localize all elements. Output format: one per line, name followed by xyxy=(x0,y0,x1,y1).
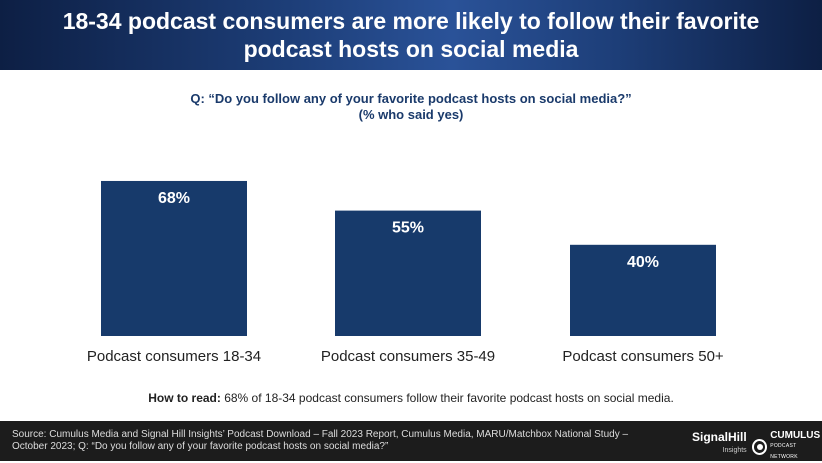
signal-hill-logo-sub: Insights xyxy=(722,447,747,454)
bar-3 xyxy=(570,244,716,336)
source-citation: Source: Cumulus Media and Signal Hill In… xyxy=(12,429,629,452)
question-subtitle: (% who said yes) xyxy=(358,107,464,122)
how-to-read-note: How to read: 68% of 18-34 podcast consum… xyxy=(0,391,822,405)
bar-1 xyxy=(101,180,247,336)
cumulus-logo-text: CUMULUS xyxy=(770,430,821,441)
question-text: Q: “Do you follow any of your favorite p… xyxy=(190,91,632,106)
category-label-2: Podcast consumers 35-49 xyxy=(321,348,495,365)
survey-question: Q: “Do you follow any of your favorite p… xyxy=(0,91,822,123)
category-label-1: Podcast consumers 18-34 xyxy=(87,348,261,365)
how-to-read-text: 68% of 18-34 podcast consumers follow th… xyxy=(220,391,674,405)
signal-hill-logo: SignalHill Insights xyxy=(692,431,747,457)
title-banner: 18-34 podcast consumers are more likely … xyxy=(0,0,822,70)
bar-value-label-3: 40% xyxy=(627,254,659,271)
cumulus-logo: CUMULUS PODCAST NETWORK xyxy=(752,430,822,463)
footer-bar: Source: Cumulus Media and Signal Hill In… xyxy=(0,421,822,461)
category-label-3: Podcast consumers 50+ xyxy=(562,348,724,365)
signal-hill-logo-text: SignalHill xyxy=(692,430,747,444)
cumulus-logo-sub: PODCAST NETWORK xyxy=(770,443,798,460)
page-title: 18-34 podcast consumers are more likely … xyxy=(62,8,760,62)
bar-2 xyxy=(335,210,481,336)
bar-value-label-1: 68% xyxy=(158,190,190,207)
cumulus-logo-icon xyxy=(752,438,768,455)
bar-value-label-2: 55% xyxy=(392,220,424,237)
how-to-read-label: How to read: xyxy=(148,391,221,405)
